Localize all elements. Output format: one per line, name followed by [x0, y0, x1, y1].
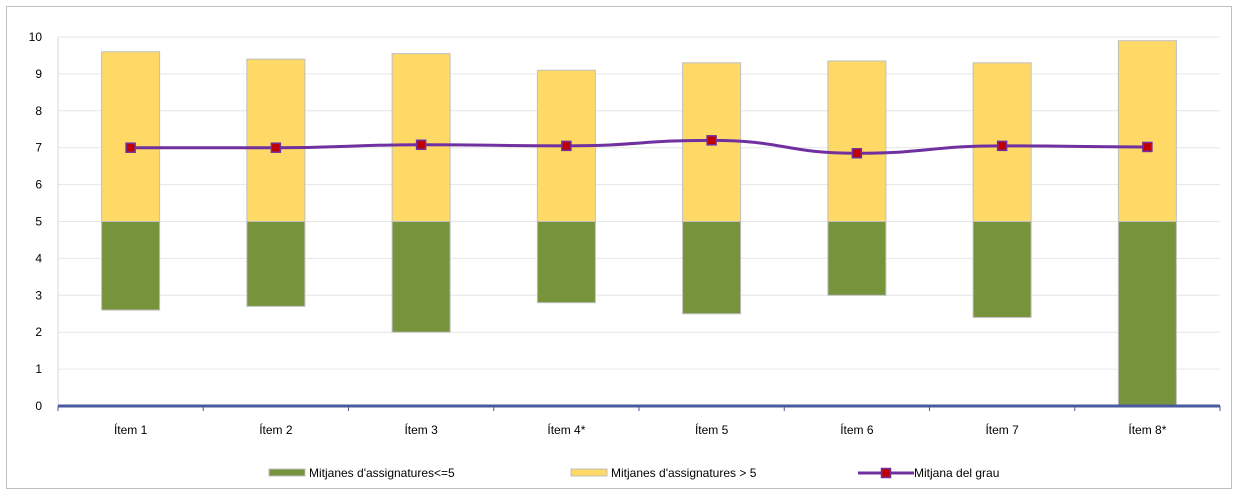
bar — [682, 221, 742, 315]
x-tick-label: Ítem 6 — [840, 422, 874, 437]
y-tick-label: 3 — [35, 288, 42, 302]
legend-swatch — [268, 468, 306, 477]
legend-label: Mitjana del grau — [914, 466, 999, 480]
bar — [391, 221, 451, 333]
grid-lines — [57, 36, 1220, 406]
line-marker — [270, 142, 282, 153]
x-tick-label: Ítem 2 — [259, 422, 293, 437]
x-tick-label: Ítem 8* — [1128, 422, 1166, 437]
x-tick-label: Ítem 3 — [404, 422, 438, 437]
line-marker — [996, 140, 1008, 152]
y-tick-label: 2 — [35, 325, 42, 339]
line-marker — [415, 139, 427, 150]
y-tick-label: 5 — [35, 215, 42, 229]
line-marker — [706, 135, 717, 146]
legend: Mitjanes d'assignatures<=5 Mitjanes d'ass… — [268, 466, 999, 480]
x-tick-label: Ítem 5 — [695, 422, 729, 437]
legend-swatch — [570, 468, 608, 477]
bar — [536, 221, 596, 304]
bar — [827, 60, 887, 222]
y-tick-label: 1 — [35, 362, 42, 376]
x-tick-label: Ítem 7 — [985, 422, 1019, 437]
average-line-path — [130, 138, 1148, 155]
bar — [246, 58, 306, 222]
bar — [246, 221, 306, 307]
y-tick-label: 8 — [35, 104, 42, 118]
legend-label: Mitjanes d'assignatures > 5 — [611, 466, 757, 480]
bar — [827, 221, 887, 296]
bar — [101, 221, 161, 311]
y-axis-ticks: 0 1 2 3 4 5 6 7 8 9 10 — [29, 30, 43, 413]
bars — [101, 40, 1177, 407]
x-axis-ticks: Ítem 1 Ítem 2 Ítem 3 Ítem 4* Ítem 5 Ítem 6 Íte… — [114, 422, 1167, 437]
line-marker — [1142, 141, 1153, 153]
average-line — [125, 135, 1153, 159]
bar — [1117, 40, 1177, 222]
line-marker — [851, 147, 863, 159]
x-tick-label: Ítem 4* — [547, 422, 585, 437]
line-marker — [125, 142, 136, 153]
y-tick-label: 4 — [35, 251, 42, 265]
bar — [972, 221, 1032, 318]
x-tick-label: Ítem 1 — [114, 422, 148, 437]
x-axis — [57, 404, 1221, 411]
y-tick-label: 7 — [35, 141, 42, 155]
legend-label: Mitjanes d'assignatures<=5 — [309, 466, 455, 480]
legend-marker — [880, 467, 892, 479]
bar — [101, 51, 161, 223]
bar — [391, 53, 451, 223]
bar — [1117, 221, 1177, 407]
line-marker — [561, 140, 572, 152]
y-tick-label: 9 — [35, 67, 42, 81]
y-tick-label: 10 — [29, 30, 43, 44]
y-tick-label: 0 — [35, 399, 42, 413]
y-tick-label: 6 — [35, 178, 42, 192]
